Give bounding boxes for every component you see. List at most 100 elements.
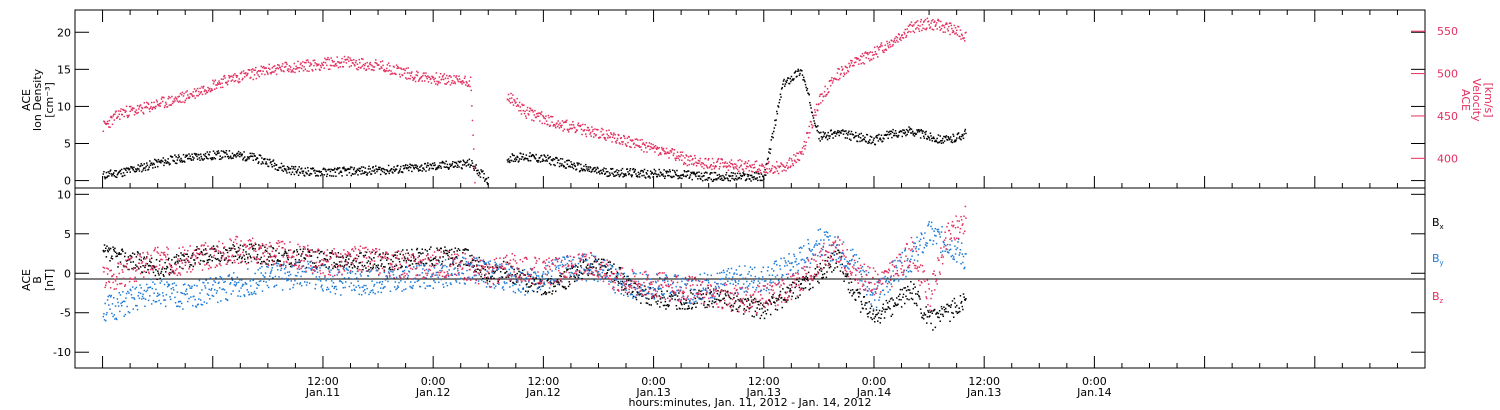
velocity-point [389, 73, 392, 76]
velocity-point [587, 126, 589, 129]
b-point [613, 279, 616, 282]
b-point [113, 250, 116, 252]
density-point [158, 161, 161, 163]
b-point [412, 266, 415, 268]
b-point [125, 297, 127, 299]
velocity-point [799, 151, 801, 153]
velocity-point [239, 81, 241, 83]
b-point [235, 250, 237, 253]
b-point [790, 284, 793, 286]
b-point [566, 269, 569, 271]
velocity-point [353, 64, 356, 66]
density-point [455, 161, 457, 164]
density-point [428, 169, 430, 171]
b-point [131, 252, 134, 254]
b-point [143, 289, 146, 292]
density-point [836, 133, 838, 135]
b-point [657, 300, 659, 302]
density-point [765, 174, 767, 176]
b-point [870, 316, 872, 319]
density-point [708, 177, 711, 179]
velocity-point [914, 22, 916, 24]
b-point [176, 305, 178, 308]
density-point [963, 133, 965, 135]
b-point [280, 267, 283, 270]
velocity-point [552, 125, 555, 127]
velocity-point [745, 167, 747, 170]
velocity-point [776, 161, 778, 163]
b-point [725, 303, 728, 306]
b-point [159, 277, 161, 280]
density-point [523, 159, 525, 161]
b-point [441, 260, 444, 263]
density-point [589, 166, 591, 168]
density-point [366, 174, 368, 176]
velocity-point [688, 163, 690, 166]
density-point [325, 170, 327, 173]
b-point [728, 296, 731, 299]
b-point [358, 293, 360, 296]
b-point [494, 270, 496, 273]
density-point [166, 162, 168, 164]
density-point [449, 163, 451, 165]
velocity-point [634, 138, 637, 141]
density-point [674, 171, 676, 174]
b-point [233, 245, 236, 248]
velocity-point [811, 126, 814, 129]
b-point [962, 293, 965, 295]
b-point [548, 291, 551, 294]
density-point [349, 166, 352, 168]
density-point [825, 135, 828, 138]
b-point [863, 296, 866, 298]
velocity-point [406, 78, 408, 80]
density-point [409, 163, 411, 166]
velocity-point [760, 165, 763, 167]
velocity-point [234, 73, 236, 75]
density-point [837, 131, 840, 134]
velocity-point [560, 126, 563, 128]
velocity-point [881, 45, 883, 47]
velocity-point [442, 74, 444, 77]
density-point [211, 157, 214, 159]
b-point [378, 267, 380, 270]
density-point [242, 157, 245, 160]
b-point [159, 282, 161, 284]
density-point [610, 168, 613, 171]
density-point [212, 150, 215, 152]
density-point [214, 157, 217, 160]
b-point [870, 305, 873, 307]
velocity-point [319, 64, 322, 67]
b-point [752, 302, 754, 304]
b-point [408, 271, 411, 273]
b-point [465, 263, 467, 265]
density-point [788, 82, 791, 85]
b-point [166, 266, 169, 269]
b-point [406, 266, 408, 269]
density-point [371, 170, 373, 172]
density-point [110, 173, 113, 175]
density-point [819, 140, 821, 142]
density-point [609, 174, 611, 176]
b-point [261, 265, 263, 268]
density-point [801, 69, 803, 72]
b-point [110, 294, 113, 297]
velocity-point [842, 68, 844, 70]
bottom-panel-frame [74, 187, 1426, 369]
velocity-point [134, 110, 136, 113]
density-point [594, 166, 596, 169]
b-point [330, 280, 333, 282]
b-point [400, 273, 403, 276]
b-point [350, 263, 353, 266]
velocity-point [125, 110, 127, 112]
b-point [352, 284, 355, 287]
velocity-point [165, 101, 167, 104]
velocity-point [848, 66, 851, 68]
density-point [522, 153, 525, 155]
b-point [883, 317, 886, 319]
b-point [123, 255, 126, 258]
b-point [418, 255, 420, 257]
density-point [204, 155, 206, 157]
velocity-point [103, 121, 106, 123]
density-point [589, 166, 592, 169]
b-point [476, 264, 478, 266]
